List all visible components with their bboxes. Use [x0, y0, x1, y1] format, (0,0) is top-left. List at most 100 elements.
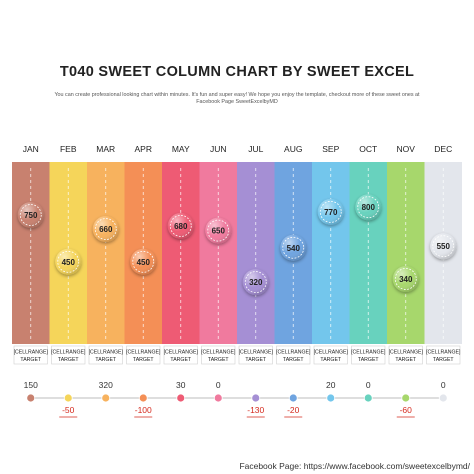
target-label-jan: TARGET: [20, 357, 41, 363]
target-box-jun: [201, 345, 236, 365]
value-label-oct: 800: [362, 203, 376, 212]
value-label-aug: 540: [287, 244, 301, 253]
variance-dot-sep: [326, 393, 336, 403]
target-label-jul: TARGET: [245, 357, 266, 363]
value-bubble-jun: [205, 217, 232, 244]
target-label-mar: TARGET: [95, 357, 116, 363]
target-box-feb: [51, 345, 86, 365]
bubble-shine-oct: [355, 194, 382, 221]
target-cellrange-may: [CELLRANGE]: [164, 350, 199, 356]
bubble-stitch-nov: [394, 268, 417, 290]
bubble-shine-sep: [317, 198, 344, 225]
month-label-aug: AUG: [284, 144, 302, 154]
variance-layer: 150 -50 320 -100 30 0 -130 -20 20 0 -60 0: [24, 380, 448, 418]
chart-subtitle-line1: You can create professional looking char…: [54, 92, 420, 98]
target-cellrange-sep: [CELLRANGE]: [314, 350, 349, 356]
variance-label-may: 30: [176, 380, 186, 390]
bubble-stitch-jan: [19, 204, 42, 226]
variance-label-feb: -50: [62, 405, 75, 415]
value-bubble-jan: [17, 202, 44, 228]
target-cellrange-jan: [CELLRANGE]: [14, 350, 49, 356]
value-bubble-jul: [242, 269, 269, 296]
month-label-jul: JUL: [248, 144, 263, 154]
value-bubble-mar: [92, 216, 119, 243]
target-box-may: [163, 345, 198, 365]
month-labels-layer: JAN FEB MAR APR MAY JUN JUL AUG SEP OCT NOV DEC: [23, 144, 453, 154]
target-label-feb: TARGET: [58, 357, 79, 363]
month-label-oct: OCT: [359, 144, 377, 154]
target-box-sep: [313, 345, 348, 365]
chart-subtitle-line2: Facebook Page SweetExcelbyMD: [196, 99, 278, 105]
bubble-shine-nov: [392, 265, 419, 292]
value-bubble-nov: [392, 265, 419, 292]
variance-dot-apr: [138, 393, 148, 403]
variance-label-oct: 0: [366, 380, 371, 390]
variance-dot-may: [176, 393, 186, 403]
value-bubble-feb: [55, 248, 82, 275]
variance-dot-aug: [288, 393, 298, 403]
value-label-mar: 660: [99, 225, 113, 234]
target-cellrange-dec: [CELLRANGE]: [426, 350, 461, 356]
bubble-stitch-jun: [207, 219, 230, 242]
variance-dot-nov: [401, 393, 411, 403]
value-bubble-may: [167, 212, 194, 239]
value-bubble-sep: [317, 198, 344, 225]
target-cellrange-oct: [CELLRANGE]: [351, 350, 386, 356]
month-label-dec: DEC: [434, 144, 452, 154]
bubble-shine-feb: [55, 248, 82, 275]
target-label-oct: TARGET: [358, 357, 379, 363]
chart-title: T040 SWEET COLUMN CHART BY SWEET EXCEL: [59, 64, 415, 80]
target-box-jul: [238, 345, 273, 365]
value-label-jul: 320: [249, 278, 263, 287]
variance-dot-mar: [101, 393, 111, 403]
month-label-jan: JAN: [23, 144, 39, 154]
value-label-feb: 450: [62, 258, 76, 267]
value-label-may: 680: [174, 222, 188, 231]
target-cellrange-apr: [CELLRANGE]: [126, 350, 161, 356]
target-cellrange-nov: [CELLRANGE]: [389, 350, 424, 356]
target-label-dec: TARGET: [433, 357, 454, 363]
target-box-aug: [276, 345, 311, 365]
bubble-shine-dec: [430, 233, 457, 260]
variance-dot-jul: [251, 393, 261, 403]
target-label-may: TARGET: [170, 357, 191, 363]
variance-label-apr: -100: [135, 405, 152, 415]
bubble-shine-jun: [205, 217, 232, 244]
month-label-feb: FEB: [60, 144, 77, 154]
bubble-shine-mar: [92, 216, 119, 243]
bubble-shine-may: [167, 212, 194, 239]
target-label-apr: TARGET: [133, 357, 154, 363]
value-label-nov: 340: [399, 275, 413, 284]
variance-dot-jun: [213, 393, 223, 403]
month-label-apr: APR: [135, 144, 152, 154]
bubble-stitch-mar: [94, 218, 117, 240]
bubble-stitch-oct: [357, 196, 380, 219]
target-label-aug: TARGET: [283, 357, 304, 363]
value-label-jan: 750: [24, 211, 38, 220]
target-box-jan: [13, 345, 48, 365]
variance-label-jan: 150: [24, 380, 38, 390]
target-cellrange-aug: [CELLRANGE]: [276, 350, 311, 356]
target-cellrange-feb: [CELLRANGE]: [51, 350, 86, 356]
bubble-stitch-sep: [319, 200, 342, 223]
month-label-jun: JUN: [210, 144, 227, 154]
target-label-nov: TARGET: [395, 357, 416, 363]
value-label-sep: 770: [324, 208, 338, 217]
target-box-nov: [388, 345, 423, 365]
value-bubble-dec: [430, 233, 457, 260]
bubble-stitch-jul: [244, 271, 267, 293]
variance-dot-jan: [26, 393, 36, 403]
footer-link: Facebook Page: https://www.facebook.com/…: [239, 461, 470, 471]
variance-label-jul: -130: [247, 405, 264, 415]
variance-dot-dec: [438, 393, 448, 403]
month-label-may: MAY: [172, 144, 190, 154]
bubble-stitch-feb: [57, 250, 80, 273]
variance-label-sep: 20: [326, 380, 336, 390]
target-box-mar: [88, 345, 123, 365]
value-label-apr: 450: [137, 258, 151, 267]
variance-dot-feb: [63, 393, 73, 403]
target-box-dec: [426, 345, 461, 365]
value-label-dec: 550: [437, 242, 451, 251]
target-labels-layer: [CELLRANGE]TARGET[CELLRANGE]TARGET[CELLR…: [13, 345, 461, 365]
month-label-sep: SEP: [322, 144, 339, 154]
